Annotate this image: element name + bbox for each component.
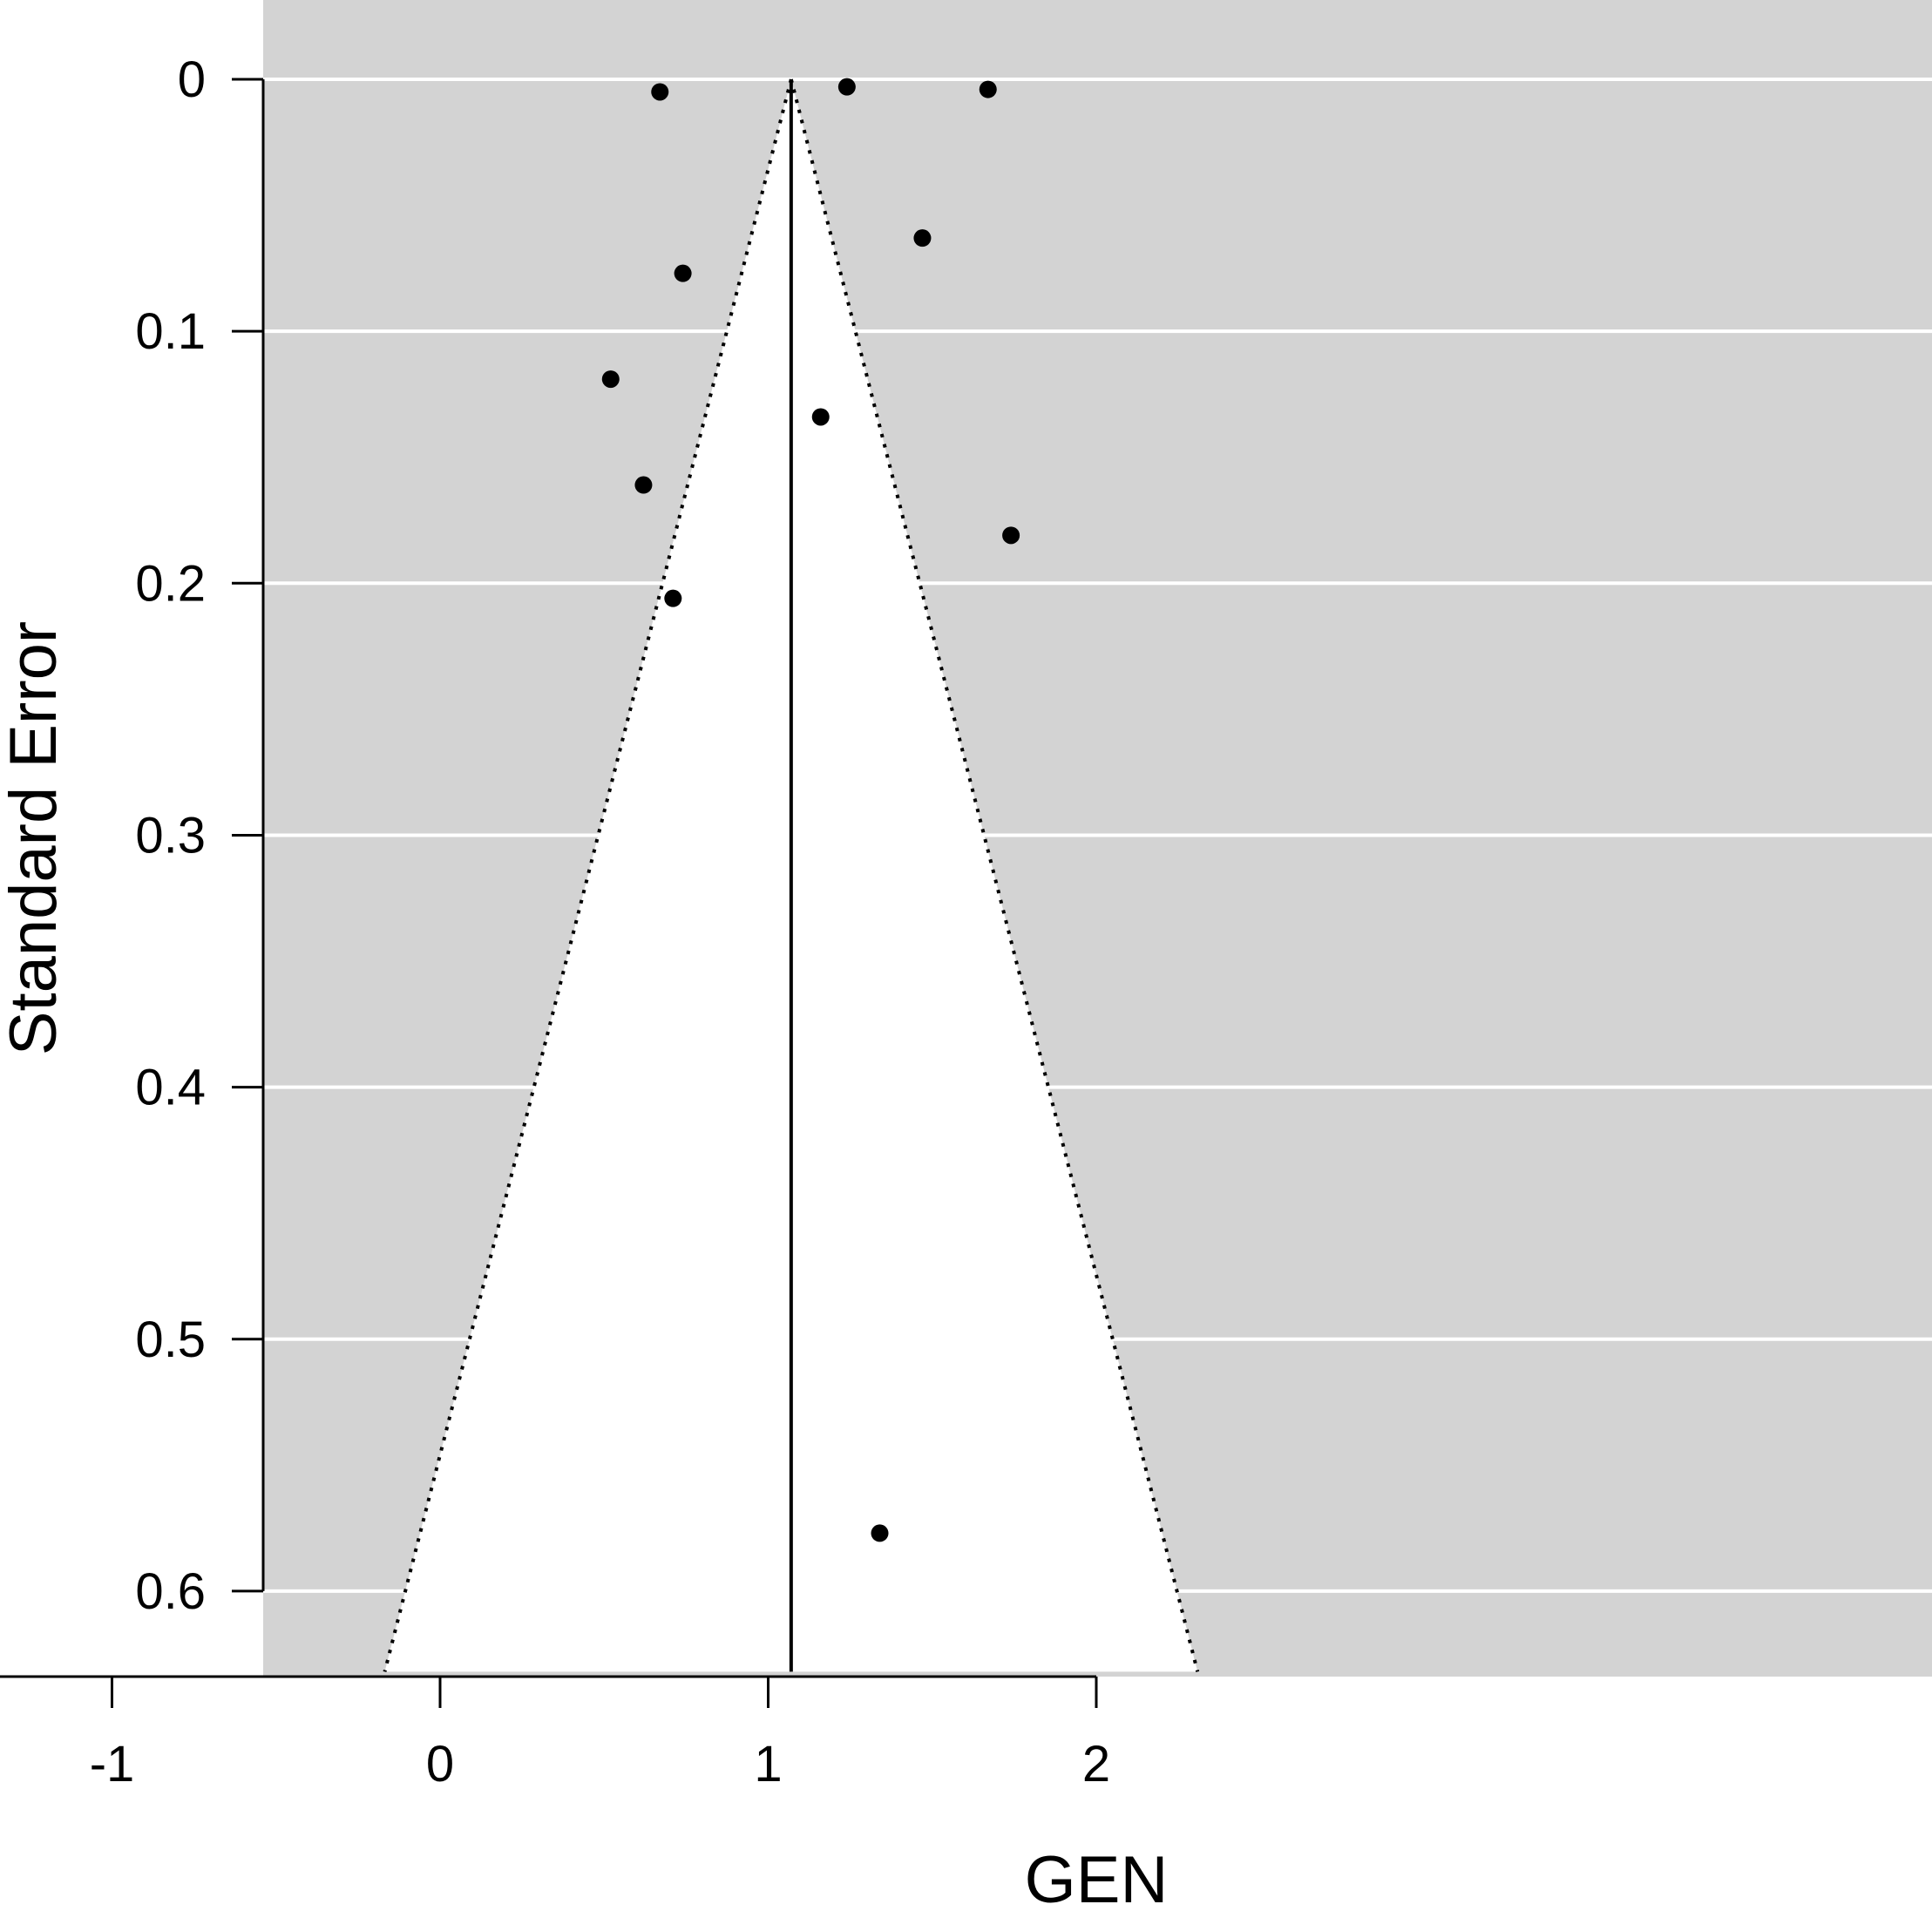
y-tick-label-0: 0	[178, 51, 206, 108]
x-tick-label-2: 0	[426, 1736, 454, 1792]
y-tick-label-5: 0.5	[135, 1311, 206, 1368]
y-tick-label-1: 0.1	[135, 303, 206, 360]
x-axis-title: GEN	[1025, 1843, 1169, 1911]
gridlines-panel	[263, 78, 1932, 1593]
y-tick-label-3: 0.3	[135, 807, 206, 864]
data-point-5	[601, 370, 620, 389]
y-axis: 0 0.1 0.2 0.3 0.4 0.5 0.6	[135, 51, 265, 1620]
data-point-2	[979, 80, 997, 98]
data-point-6	[811, 408, 830, 426]
data-point-3	[913, 229, 932, 247]
data-point-8	[1002, 526, 1020, 545]
data-points	[601, 78, 1020, 1542]
funnel-right-limit-line	[789, 78, 1200, 1672]
data-point-10	[871, 1524, 889, 1542]
y-tick-label-6: 0.6	[135, 1563, 206, 1620]
data-point-9	[664, 589, 682, 607]
y-tick-label-4: 0.4	[135, 1060, 206, 1116]
x-tick-label-4: 2	[1082, 1736, 1110, 1792]
y-axis-title: Standard Error	[0, 621, 71, 1055]
x-tick-label-1: -1	[90, 1736, 135, 1792]
y-tick-label-2: 0.2	[135, 555, 206, 612]
data-point-1	[837, 78, 856, 96]
funnel-left-limit-line	[383, 78, 793, 1672]
data-point-4	[674, 264, 692, 282]
data-point-0	[651, 83, 669, 101]
data-point-7	[634, 476, 653, 494]
x-tick-label-3: 1	[754, 1736, 782, 1792]
